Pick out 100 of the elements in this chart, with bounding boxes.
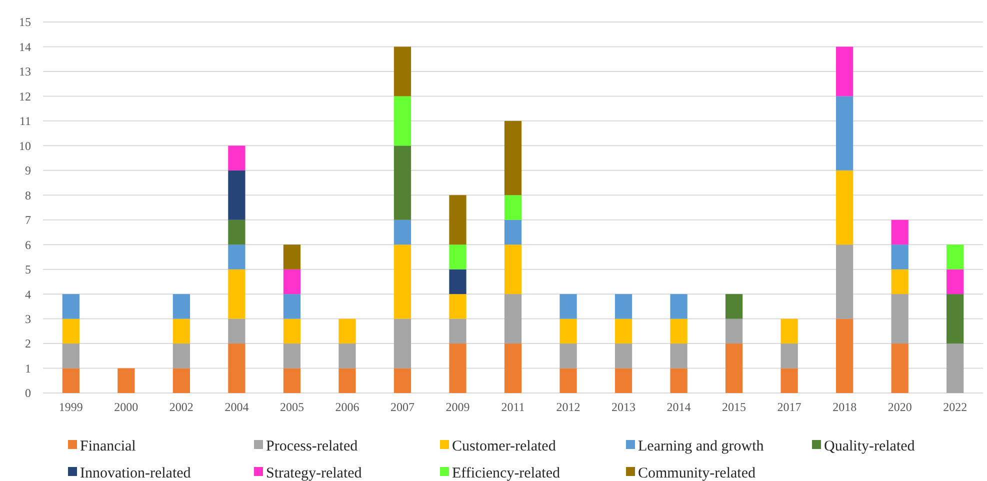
bar <box>172 318 190 344</box>
y-tick-label: 13 <box>19 64 31 79</box>
y-tick-label: 10 <box>19 138 31 153</box>
y-tick-label: 7 <box>25 213 31 228</box>
bar <box>449 244 466 270</box>
y-tick-label: 12 <box>19 89 31 104</box>
bar <box>172 368 190 393</box>
bar <box>228 269 246 319</box>
legend-label: Quality-related <box>824 438 916 454</box>
bar <box>946 269 964 294</box>
y-tick-label: 6 <box>25 238 31 252</box>
bar <box>449 318 466 344</box>
bar <box>836 244 854 319</box>
legend-label: Learning and growth <box>638 438 764 454</box>
bar <box>836 170 854 245</box>
x-tick-label: 2022 <box>943 400 968 414</box>
bar <box>891 244 908 270</box>
bar <box>228 170 246 220</box>
bar <box>283 318 301 344</box>
bar <box>62 368 80 393</box>
bar <box>228 244 246 270</box>
bar <box>670 368 688 393</box>
x-tick-label: 2006 <box>335 400 360 414</box>
bar <box>560 344 577 368</box>
bar <box>614 344 632 368</box>
legend-label: Customer-related <box>452 438 556 454</box>
bar <box>891 294 908 344</box>
bar <box>394 96 412 146</box>
x-tick-label: 2009 <box>446 400 470 414</box>
bar <box>946 344 964 393</box>
bar <box>670 344 688 368</box>
bar <box>891 344 908 393</box>
bar <box>172 344 190 368</box>
bar <box>449 195 466 245</box>
bar <box>836 318 854 393</box>
x-tick-label: 2007 <box>390 400 414 414</box>
x-tick-label: 2012 <box>556 400 580 414</box>
bar <box>891 220 908 245</box>
bar <box>449 344 466 393</box>
bar <box>560 368 577 393</box>
x-tick-label: 2020 <box>888 400 912 414</box>
bar <box>172 294 190 319</box>
y-tick-label: 8 <box>25 188 31 202</box>
x-tick-label: 2002 <box>169 400 194 414</box>
legend-label: Efficiency-related <box>452 465 560 481</box>
bar <box>118 368 135 393</box>
bar <box>504 294 522 344</box>
bar <box>283 368 301 393</box>
bar <box>780 344 798 368</box>
bar <box>394 318 412 368</box>
y-tick-label: 3 <box>25 312 31 326</box>
x-tick-label: 2017 <box>777 400 802 414</box>
x-tick-label: 2018 <box>832 400 857 414</box>
bar <box>394 244 412 319</box>
x-tick-label: 2015 <box>722 400 746 414</box>
bar <box>560 294 577 319</box>
legend-label: Process-related <box>266 438 358 454</box>
x-tick-label: 2004 <box>224 400 249 414</box>
bar <box>891 269 908 294</box>
bar <box>614 368 632 393</box>
x-tick-label: 2014 <box>666 400 691 414</box>
bar <box>725 294 743 319</box>
bar <box>394 46 412 96</box>
x-tick-label: 2005 <box>280 400 304 414</box>
legend-label: Strategy-related <box>266 465 362 481</box>
x-tick-label: 2011 <box>501 400 525 414</box>
bar <box>62 318 80 344</box>
bar <box>449 294 466 319</box>
bar <box>338 368 356 393</box>
bar <box>836 96 854 170</box>
y-tick-label: 14 <box>19 40 31 54</box>
bar <box>338 344 356 368</box>
bar <box>946 244 964 270</box>
bar <box>725 344 743 393</box>
bar <box>62 344 80 368</box>
y-tick-label: 15 <box>19 15 31 30</box>
legend-label: Innovation-related <box>80 465 192 481</box>
bar <box>338 318 356 344</box>
bar <box>780 318 798 344</box>
bar <box>725 318 743 344</box>
legend-label: Community-related <box>638 465 756 481</box>
legend-label: Financial <box>80 438 136 454</box>
bar <box>560 318 577 344</box>
bar <box>394 368 412 393</box>
bar <box>670 294 688 319</box>
y-tick-label: 9 <box>25 164 31 178</box>
bar <box>504 244 522 294</box>
bar <box>780 368 798 393</box>
bar <box>614 318 632 344</box>
bar <box>283 244 301 270</box>
y-tick-label: 11 <box>19 114 31 128</box>
bar <box>283 294 301 319</box>
y-tick-label: 0 <box>25 386 31 400</box>
bar <box>504 195 522 220</box>
bar <box>670 318 688 344</box>
bar <box>228 318 246 344</box>
y-tick-label: 2 <box>25 336 31 351</box>
bar <box>283 269 301 294</box>
bar <box>394 220 412 245</box>
bar <box>836 46 854 96</box>
